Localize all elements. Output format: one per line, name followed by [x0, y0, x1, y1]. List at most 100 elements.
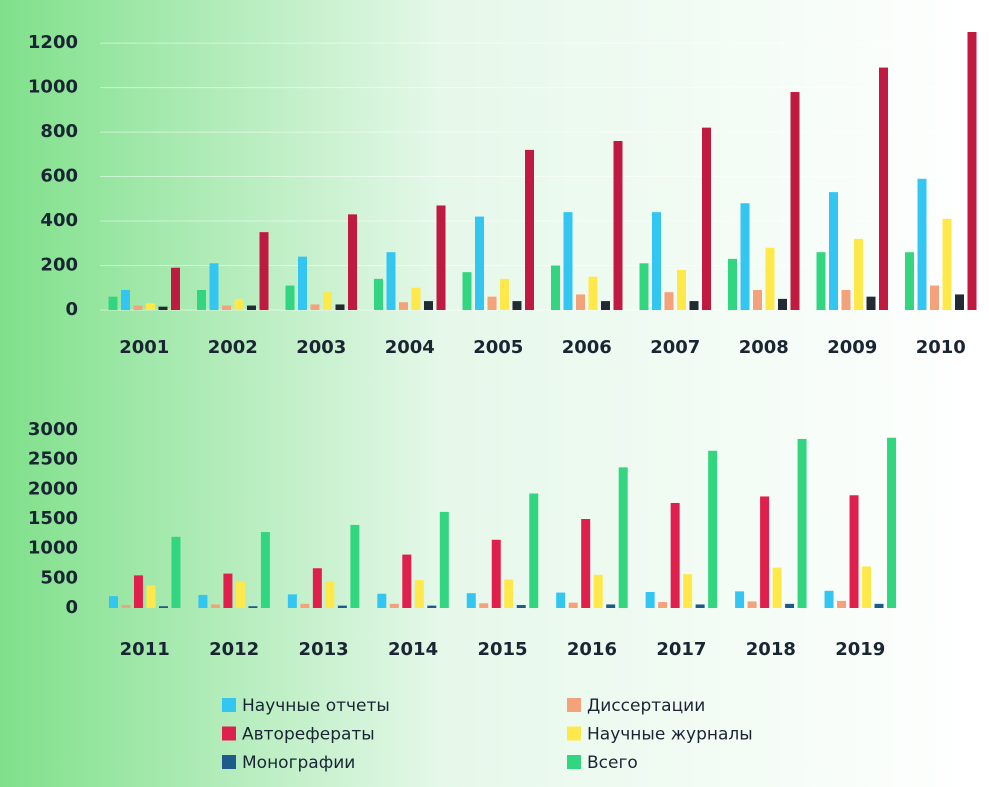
y-tick-label: 1500 — [28, 508, 78, 529]
bar — [337, 605, 347, 608]
bar — [816, 252, 826, 310]
bar — [841, 289, 851, 310]
x-tick-label: 2001 — [119, 337, 169, 358]
bar — [613, 140, 623, 310]
bar — [917, 178, 927, 310]
y-tick-label: 200 — [40, 255, 78, 276]
bar — [389, 603, 399, 608]
bar — [702, 127, 711, 310]
bar — [670, 502, 680, 608]
bar — [462, 272, 472, 310]
bar — [235, 581, 245, 608]
bar — [905, 252, 914, 310]
bar — [386, 252, 396, 310]
bar — [475, 216, 484, 310]
bar — [639, 263, 649, 310]
bar — [377, 593, 387, 608]
bar — [414, 580, 424, 608]
bar — [479, 603, 489, 608]
legend-label: Всего — [587, 753, 638, 773]
legend-label: Научные журналы — [587, 725, 753, 745]
bar — [171, 536, 181, 608]
x-tick-label: 2016 — [567, 639, 617, 660]
bar — [689, 301, 699, 310]
bar — [210, 604, 220, 608]
x-tick-label: 2008 — [739, 337, 789, 358]
bar: Всего — [108, 296, 118, 310]
bar — [887, 437, 897, 608]
bar — [760, 496, 770, 608]
bar — [108, 596, 118, 608]
bar — [121, 605, 131, 608]
legend-swatch — [567, 726, 581, 741]
y-tick-label: 0 — [65, 597, 78, 618]
bar — [824, 590, 834, 608]
legend-swatch — [222, 698, 236, 712]
y-tick-label: 600 — [40, 166, 78, 187]
bar — [259, 232, 269, 310]
bar — [323, 292, 332, 310]
x-tick-label: 2012 — [209, 639, 259, 660]
bar — [247, 305, 256, 310]
legend-label: Диссертации — [587, 696, 705, 716]
x-tick-label: 2004 — [385, 337, 435, 358]
legend-swatch — [222, 726, 236, 741]
bar — [849, 495, 859, 608]
x-tick-label: 2002 — [208, 337, 258, 358]
bar — [683, 574, 693, 608]
bar — [248, 606, 258, 608]
bar — [658, 602, 668, 608]
bar — [652, 212, 661, 310]
bar — [790, 92, 800, 310]
bar — [260, 532, 270, 608]
y-tick-label: 2500 — [28, 449, 78, 470]
y-tick-label: 1200 — [28, 32, 78, 53]
bar — [350, 524, 360, 608]
bar — [466, 593, 476, 608]
bar: Авторефераты — [171, 267, 180, 310]
x-tick-label: 2010 — [916, 337, 966, 358]
bar — [955, 294, 964, 310]
bar — [348, 214, 357, 310]
bar — [772, 567, 782, 608]
bar — [593, 574, 603, 608]
x-tick-label: 2019 — [835, 639, 885, 660]
bar — [500, 278, 509, 310]
y-tick-label: 2000 — [28, 478, 78, 499]
bar — [325, 581, 335, 608]
bar — [588, 276, 598, 310]
x-tick-label: 2013 — [299, 639, 349, 660]
bar — [747, 601, 757, 608]
bar — [695, 604, 705, 608]
bar — [765, 247, 775, 310]
bar — [618, 467, 628, 608]
bar — [556, 592, 566, 608]
bar — [581, 519, 591, 608]
bar — [866, 296, 876, 310]
legend-label: Научные отчеты — [242, 696, 390, 716]
bar: Научные журналы — [146, 303, 155, 310]
bar — [930, 285, 939, 310]
bar — [209, 263, 219, 310]
y-tick-label: 1000 — [28, 538, 78, 559]
bar — [563, 212, 573, 310]
y-tick-label: 0 — [65, 299, 78, 320]
bar — [664, 292, 674, 310]
bar: Монографии — [158, 306, 168, 310]
bar — [285, 285, 295, 310]
bar — [576, 294, 585, 310]
bar — [735, 591, 745, 608]
bar — [436, 205, 446, 310]
bar — [797, 438, 807, 608]
bar — [606, 604, 616, 608]
bar — [525, 149, 534, 310]
bar — [298, 256, 307, 310]
bar — [222, 305, 231, 310]
bar — [879, 67, 888, 310]
bar — [198, 594, 208, 608]
x-tick-label: 2009 — [827, 337, 877, 358]
bar — [287, 594, 297, 608]
x-tick-label: 2007 — [650, 337, 700, 358]
